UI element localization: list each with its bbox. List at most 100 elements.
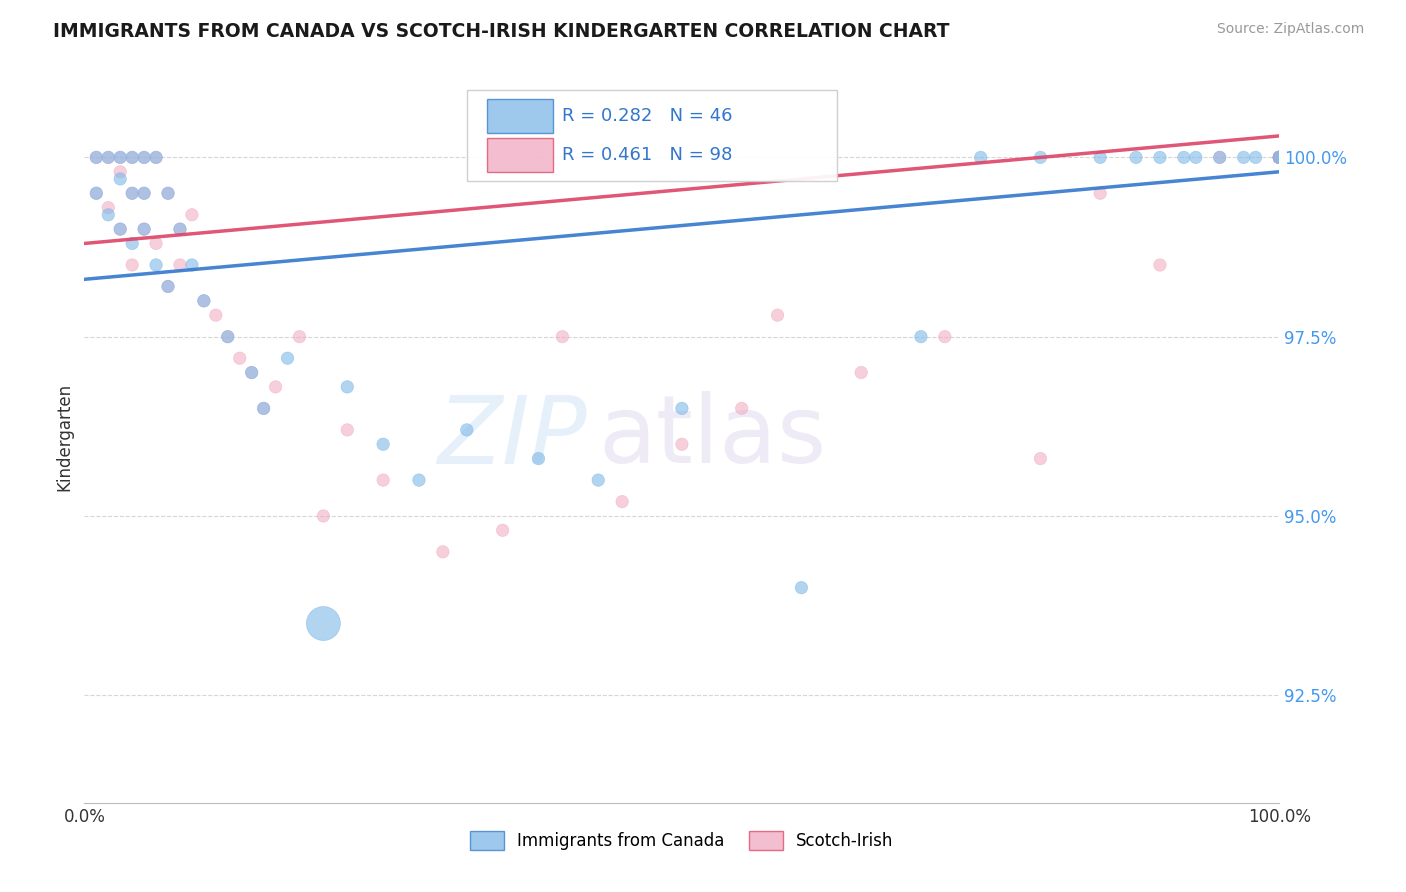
Point: [1090, 186, 1112, 201]
Point: [1268, 150, 1291, 164]
Point: [181, 208, 204, 222]
Legend: Immigrants from Canada, Scotch-Irish: Immigrants from Canada, Scotch-Irish: [464, 824, 900, 856]
Point: [1125, 150, 1147, 164]
Text: R = 0.461   N = 98: R = 0.461 N = 98: [562, 145, 733, 164]
Point: [612, 494, 634, 508]
Point: [229, 351, 252, 366]
Point: [1268, 150, 1291, 164]
Point: [1268, 150, 1291, 164]
Point: [277, 351, 299, 366]
Point: [1268, 150, 1291, 164]
Point: [1268, 150, 1291, 164]
Point: [86, 186, 108, 201]
Point: [157, 186, 180, 201]
Point: [1268, 150, 1291, 164]
Point: [97, 201, 120, 215]
Point: [1268, 150, 1291, 164]
Point: [205, 308, 228, 322]
Point: [193, 293, 215, 308]
Point: [1268, 150, 1291, 164]
Point: [1185, 150, 1208, 164]
Point: [145, 150, 167, 164]
Point: [1268, 150, 1291, 164]
Point: [1268, 150, 1291, 164]
Point: [1209, 150, 1232, 164]
Point: [181, 258, 204, 272]
Point: [97, 150, 120, 164]
Point: [1268, 150, 1291, 164]
Point: [1029, 451, 1052, 466]
Point: [456, 423, 478, 437]
Point: [1244, 150, 1267, 164]
Point: [1090, 150, 1112, 164]
Point: [1268, 150, 1291, 164]
Point: [1268, 150, 1291, 164]
Point: [1268, 150, 1291, 164]
Bar: [486, 99, 553, 133]
Point: [1268, 150, 1291, 164]
Point: [264, 380, 287, 394]
Point: [86, 186, 108, 201]
Text: R = 0.282   N = 46: R = 0.282 N = 46: [562, 107, 733, 125]
Point: [110, 150, 132, 164]
Point: [527, 451, 550, 466]
Point: [121, 186, 143, 201]
Point: [169, 258, 191, 272]
Point: [86, 150, 108, 164]
Point: [1268, 150, 1291, 164]
Point: [132, 222, 156, 236]
Point: [1268, 150, 1291, 164]
Point: [1268, 150, 1291, 164]
Point: [97, 208, 120, 222]
Point: [1268, 150, 1291, 164]
Point: [121, 236, 143, 251]
Point: [1268, 150, 1291, 164]
Point: [145, 150, 167, 164]
Point: [157, 279, 180, 293]
Point: [1268, 150, 1291, 164]
FancyBboxPatch shape: [467, 90, 838, 181]
Point: [240, 366, 263, 380]
Point: [169, 222, 191, 236]
Point: [110, 172, 132, 186]
Point: [671, 437, 693, 451]
Point: [373, 437, 395, 451]
Point: [1268, 150, 1291, 164]
Point: [1268, 150, 1291, 164]
Point: [1268, 150, 1291, 164]
Point: [1268, 150, 1291, 164]
Text: atlas: atlas: [599, 391, 827, 483]
Point: [671, 401, 693, 416]
Point: [1268, 150, 1291, 164]
Point: [492, 524, 515, 538]
Point: [1268, 150, 1291, 164]
Point: [970, 150, 993, 164]
Point: [1268, 150, 1291, 164]
Point: [86, 150, 108, 164]
Point: [169, 222, 191, 236]
Point: [1268, 150, 1291, 164]
Point: [132, 186, 156, 201]
Point: [1209, 150, 1232, 164]
Bar: [486, 138, 553, 171]
Point: [1268, 150, 1291, 164]
Point: [1268, 150, 1291, 164]
Point: [97, 150, 120, 164]
Point: [588, 473, 610, 487]
Point: [851, 366, 873, 380]
Text: ZIP: ZIP: [437, 392, 586, 483]
Point: [1268, 150, 1291, 164]
Point: [1268, 150, 1291, 164]
Point: [288, 329, 311, 343]
Point: [217, 329, 239, 343]
Point: [193, 293, 215, 308]
Point: [110, 222, 132, 236]
Point: [1268, 150, 1291, 164]
Point: [1268, 150, 1291, 164]
Point: [145, 236, 167, 251]
Point: [132, 186, 156, 201]
Point: [1268, 150, 1291, 164]
Point: [240, 366, 263, 380]
Point: [1268, 150, 1291, 164]
Point: [934, 329, 956, 343]
